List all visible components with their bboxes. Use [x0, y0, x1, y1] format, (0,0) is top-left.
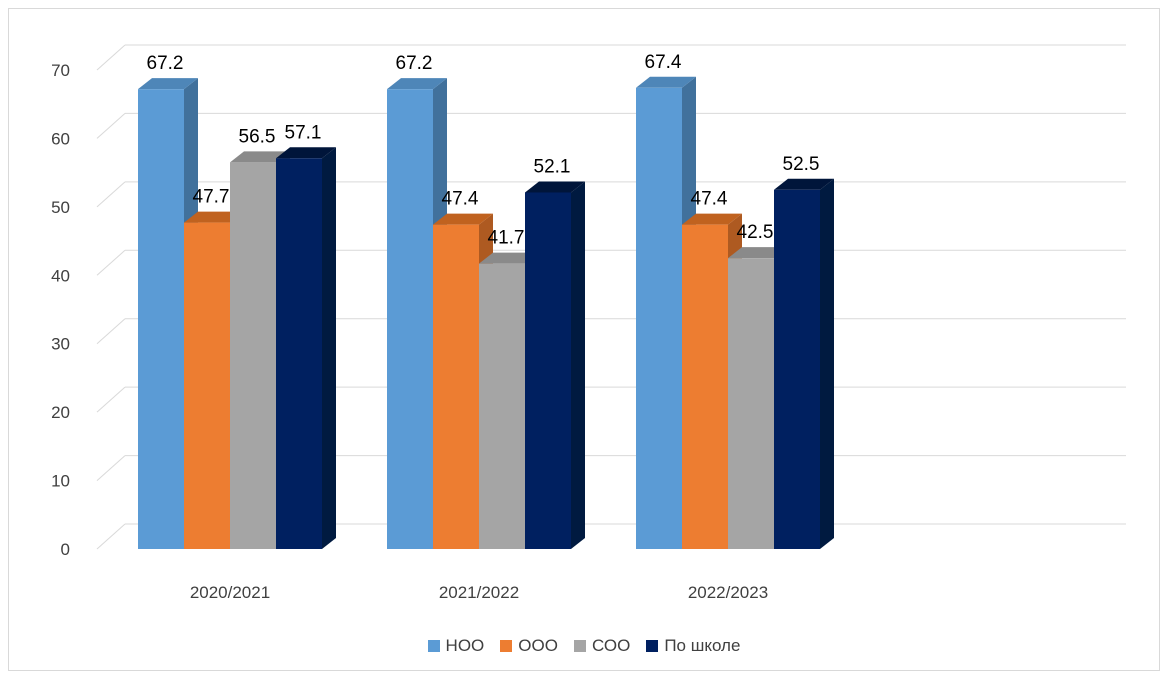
- gridline-diag-1: [96, 455, 126, 481]
- bar-1-3: [525, 192, 571, 550]
- bar-top-1-0: [387, 78, 447, 90]
- gridline-diag-7: [96, 44, 126, 71]
- data-label-0-1: 47.7: [193, 187, 230, 208]
- gridline-diag-4: [96, 249, 126, 276]
- bar-top-0-0: [138, 78, 198, 90]
- bar-2-0: [636, 87, 682, 549]
- legend-item-ooo: ООО: [500, 636, 558, 656]
- bar-side-1-3: [571, 181, 585, 550]
- bar-top-0-3: [276, 147, 336, 159]
- data-label-2-1: 47.4: [691, 189, 728, 210]
- bar-top-1-3: [525, 181, 585, 193]
- legend-label-soo: СОО: [591, 636, 631, 655]
- bar-top-2-2: [728, 247, 788, 259]
- legend-swatch-school: [646, 640, 659, 652]
- y-tick-label-6: 60: [51, 129, 70, 148]
- bar-0-0: [138, 89, 184, 549]
- legend-item-soo: СОО: [573, 636, 631, 656]
- data-label-2-2: 42.5: [737, 222, 774, 243]
- bar-0-2: [230, 162, 276, 549]
- data-label-1-2: 41.7: [488, 228, 525, 249]
- data-label-1-1: 47.4: [442, 189, 479, 210]
- y-tick-label-0: 0: [61, 540, 70, 559]
- gridline-diag-3: [96, 318, 126, 345]
- data-label-1-0: 67.2: [396, 53, 433, 74]
- y-tick-label-5: 50: [51, 198, 70, 217]
- bar-2-3: [774, 189, 820, 549]
- legend-swatch-noo: [427, 640, 440, 652]
- x-tick-label-1: 2021/2022: [439, 583, 519, 602]
- data-label-0-2: 56.5: [239, 126, 276, 147]
- y-tick-label-4: 40: [51, 266, 70, 285]
- y-tick-label-7: 70: [51, 61, 70, 80]
- y-tick-label-1: 10: [51, 472, 70, 491]
- legend-item-noo: НОО: [427, 636, 485, 656]
- bar-1-1: [433, 224, 479, 550]
- legend-label-ooo: ООО: [518, 636, 558, 655]
- bar-side-2-3: [820, 178, 834, 549]
- x-tick-label-2: 2022/2023: [688, 583, 768, 602]
- data-label-2-0: 67.4: [645, 52, 682, 73]
- bar-top-0-2: [230, 151, 290, 163]
- bar-1-0: [387, 89, 433, 549]
- data-label-1-3: 52.1: [534, 156, 571, 177]
- bar-side-0-3: [322, 147, 336, 549]
- gridline-diag-5: [96, 181, 126, 208]
- legend-label-noo: НОО: [445, 636, 485, 655]
- bar-top-0-1: [184, 211, 244, 223]
- gridline-diag-2: [96, 386, 126, 413]
- bar-0-1: [184, 222, 230, 550]
- gridline-diag-6: [96, 113, 126, 139]
- x-tick-label-0: 2020/2021: [190, 583, 270, 602]
- legend-swatch-ooo: [500, 640, 513, 652]
- bar-0-3: [276, 158, 322, 549]
- bar-top-2-3: [774, 178, 834, 190]
- bar-2-2: [728, 258, 774, 549]
- legend-swatch-soo: [573, 640, 586, 652]
- bar-1-2: [479, 263, 525, 549]
- bar-2-1: [682, 224, 728, 550]
- bar-top-2-1: [682, 213, 742, 225]
- legend-label-school: По школе: [664, 636, 741, 655]
- data-label-2-3: 52.5: [783, 154, 820, 175]
- bar-top-1-2: [479, 252, 539, 264]
- gridline-diag-0: [96, 523, 126, 550]
- legend: НОО ООО СОО По школе: [0, 636, 1168, 656]
- bar-top-1-1: [433, 213, 493, 225]
- data-label-0-0: 67.2: [147, 53, 184, 74]
- y-tick-label-2: 20: [51, 403, 70, 422]
- bar-top-2-0: [636, 76, 696, 88]
- data-label-0-3: 57.1: [285, 122, 322, 143]
- y-tick-label-3: 30: [51, 335, 70, 354]
- legend-item-school: По школе: [646, 636, 740, 656]
